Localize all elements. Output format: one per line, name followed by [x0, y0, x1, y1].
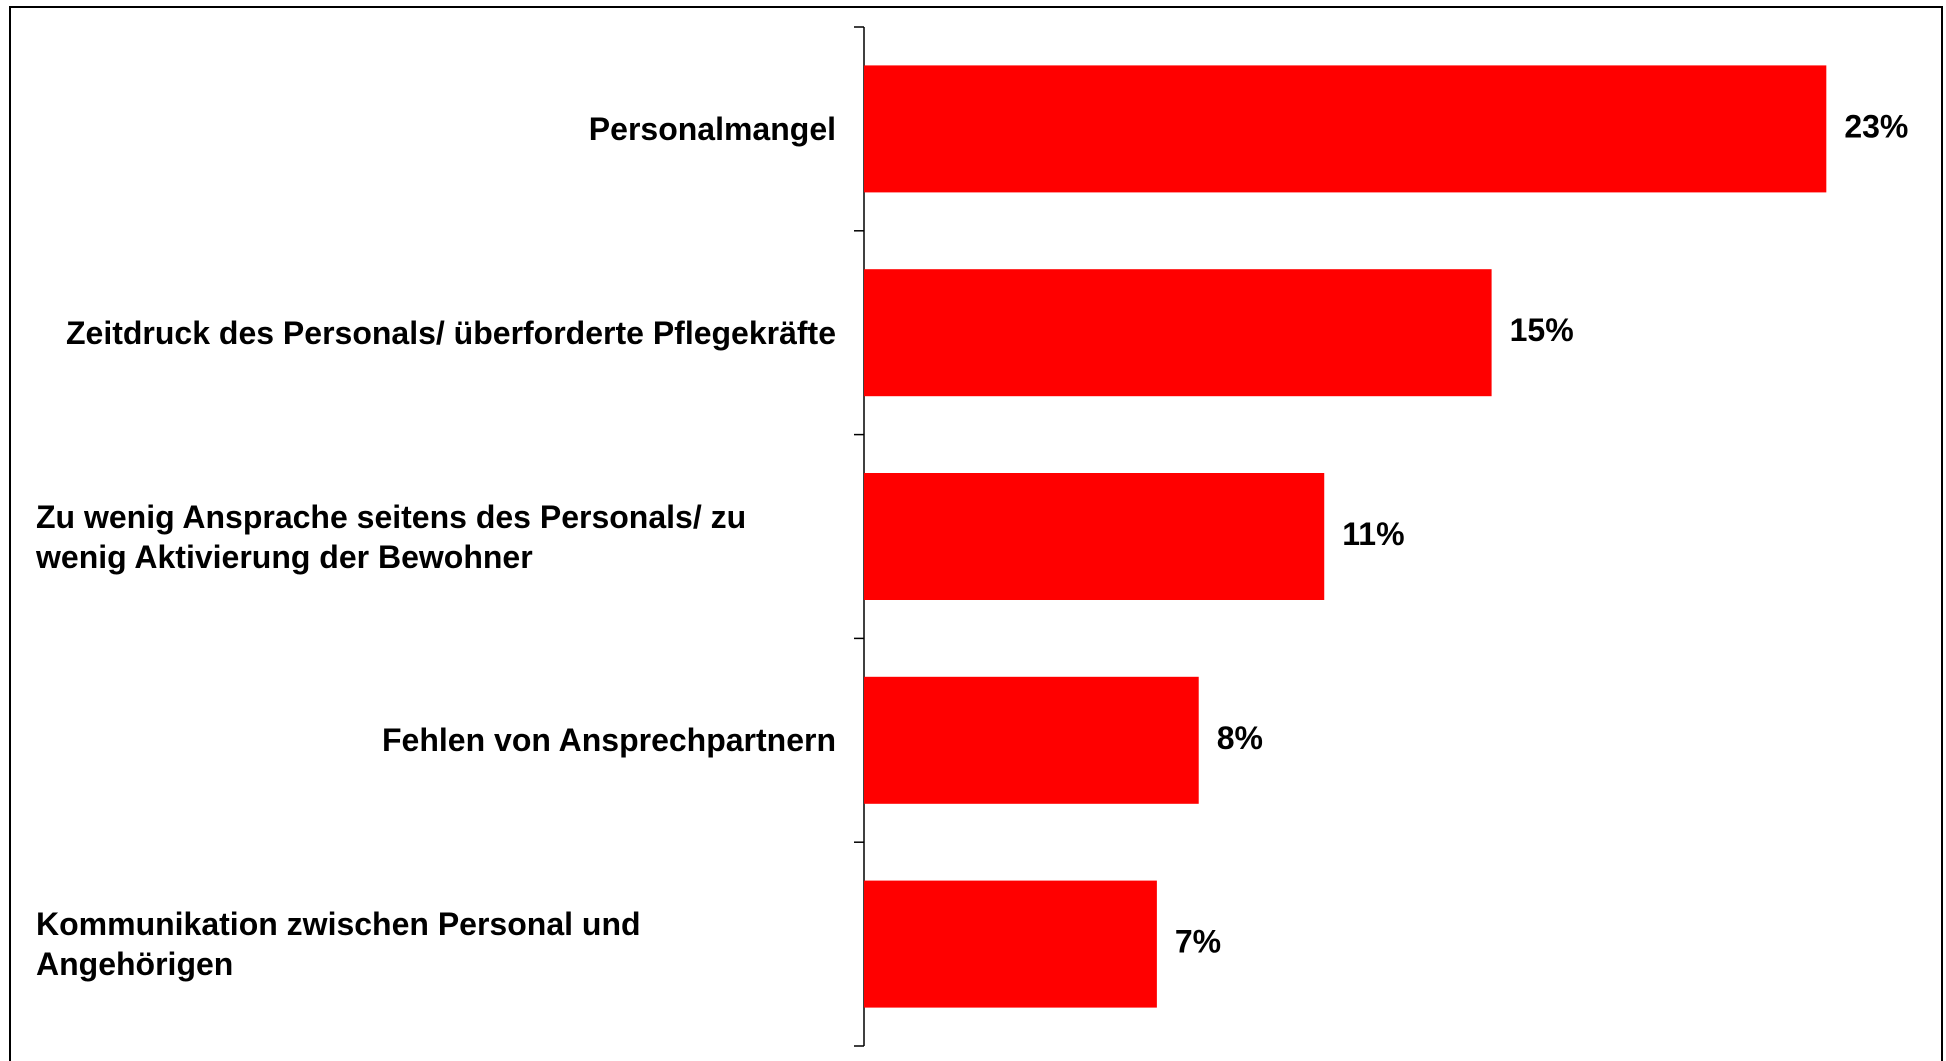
bar	[864, 880, 1157, 1008]
value-label: 11%	[1342, 516, 1404, 552]
category-label: Personalmangel	[588, 110, 836, 147]
frame	[9, 6, 1943, 1061]
value-label: 7%	[1175, 924, 1221, 960]
bar	[864, 676, 1199, 804]
category-label: Zeitdruck des Personals/ überforderte Pf…	[65, 314, 836, 351]
bar	[864, 473, 1325, 600]
category-label: Zu wenig Ansprache seitens des Personals…	[36, 498, 747, 575]
value-label: 23%	[1844, 108, 1908, 144]
category-label: Kommunikation zwischen Personal und Ange…	[36, 906, 641, 983]
value-label: 15%	[1510, 312, 1574, 348]
bar	[864, 269, 1492, 397]
value-label: 8%	[1217, 720, 1263, 756]
category-label: Fehlen von Ansprechpartnern	[382, 722, 836, 759]
bar	[864, 65, 1827, 193]
